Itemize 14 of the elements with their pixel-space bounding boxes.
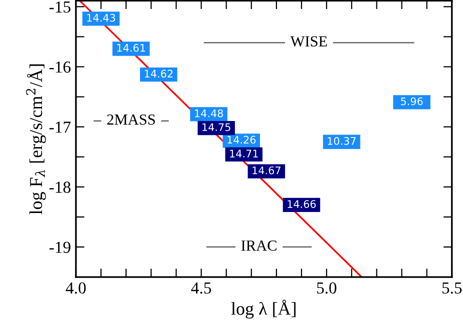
- y-tick-label: -17: [49, 122, 71, 133]
- annotation: 2MASS: [107, 114, 155, 125]
- x-axis-title: log λ [Å]: [231, 300, 296, 319]
- x-tick-label: 5.0: [317, 282, 336, 294]
- x-tick-label: 4.0: [66, 282, 86, 294]
- y-axis-title: log F$_{λ}$ [erg/s/cm$^{2}$/Å]: [26, 64, 46, 214]
- y-tick-label: -15: [49, 1, 70, 13]
- y-tick-label: -18: [49, 182, 70, 193]
- annotation: WISE: [290, 36, 327, 47]
- y-tick-label: -19: [49, 242, 70, 253]
- y-tick-label: -16: [49, 62, 71, 73]
- annotation: IRAC: [241, 240, 276, 251]
- x-tick-label: 4.5: [191, 282, 212, 294]
- x-tick-label: 5.5: [442, 282, 462, 294]
